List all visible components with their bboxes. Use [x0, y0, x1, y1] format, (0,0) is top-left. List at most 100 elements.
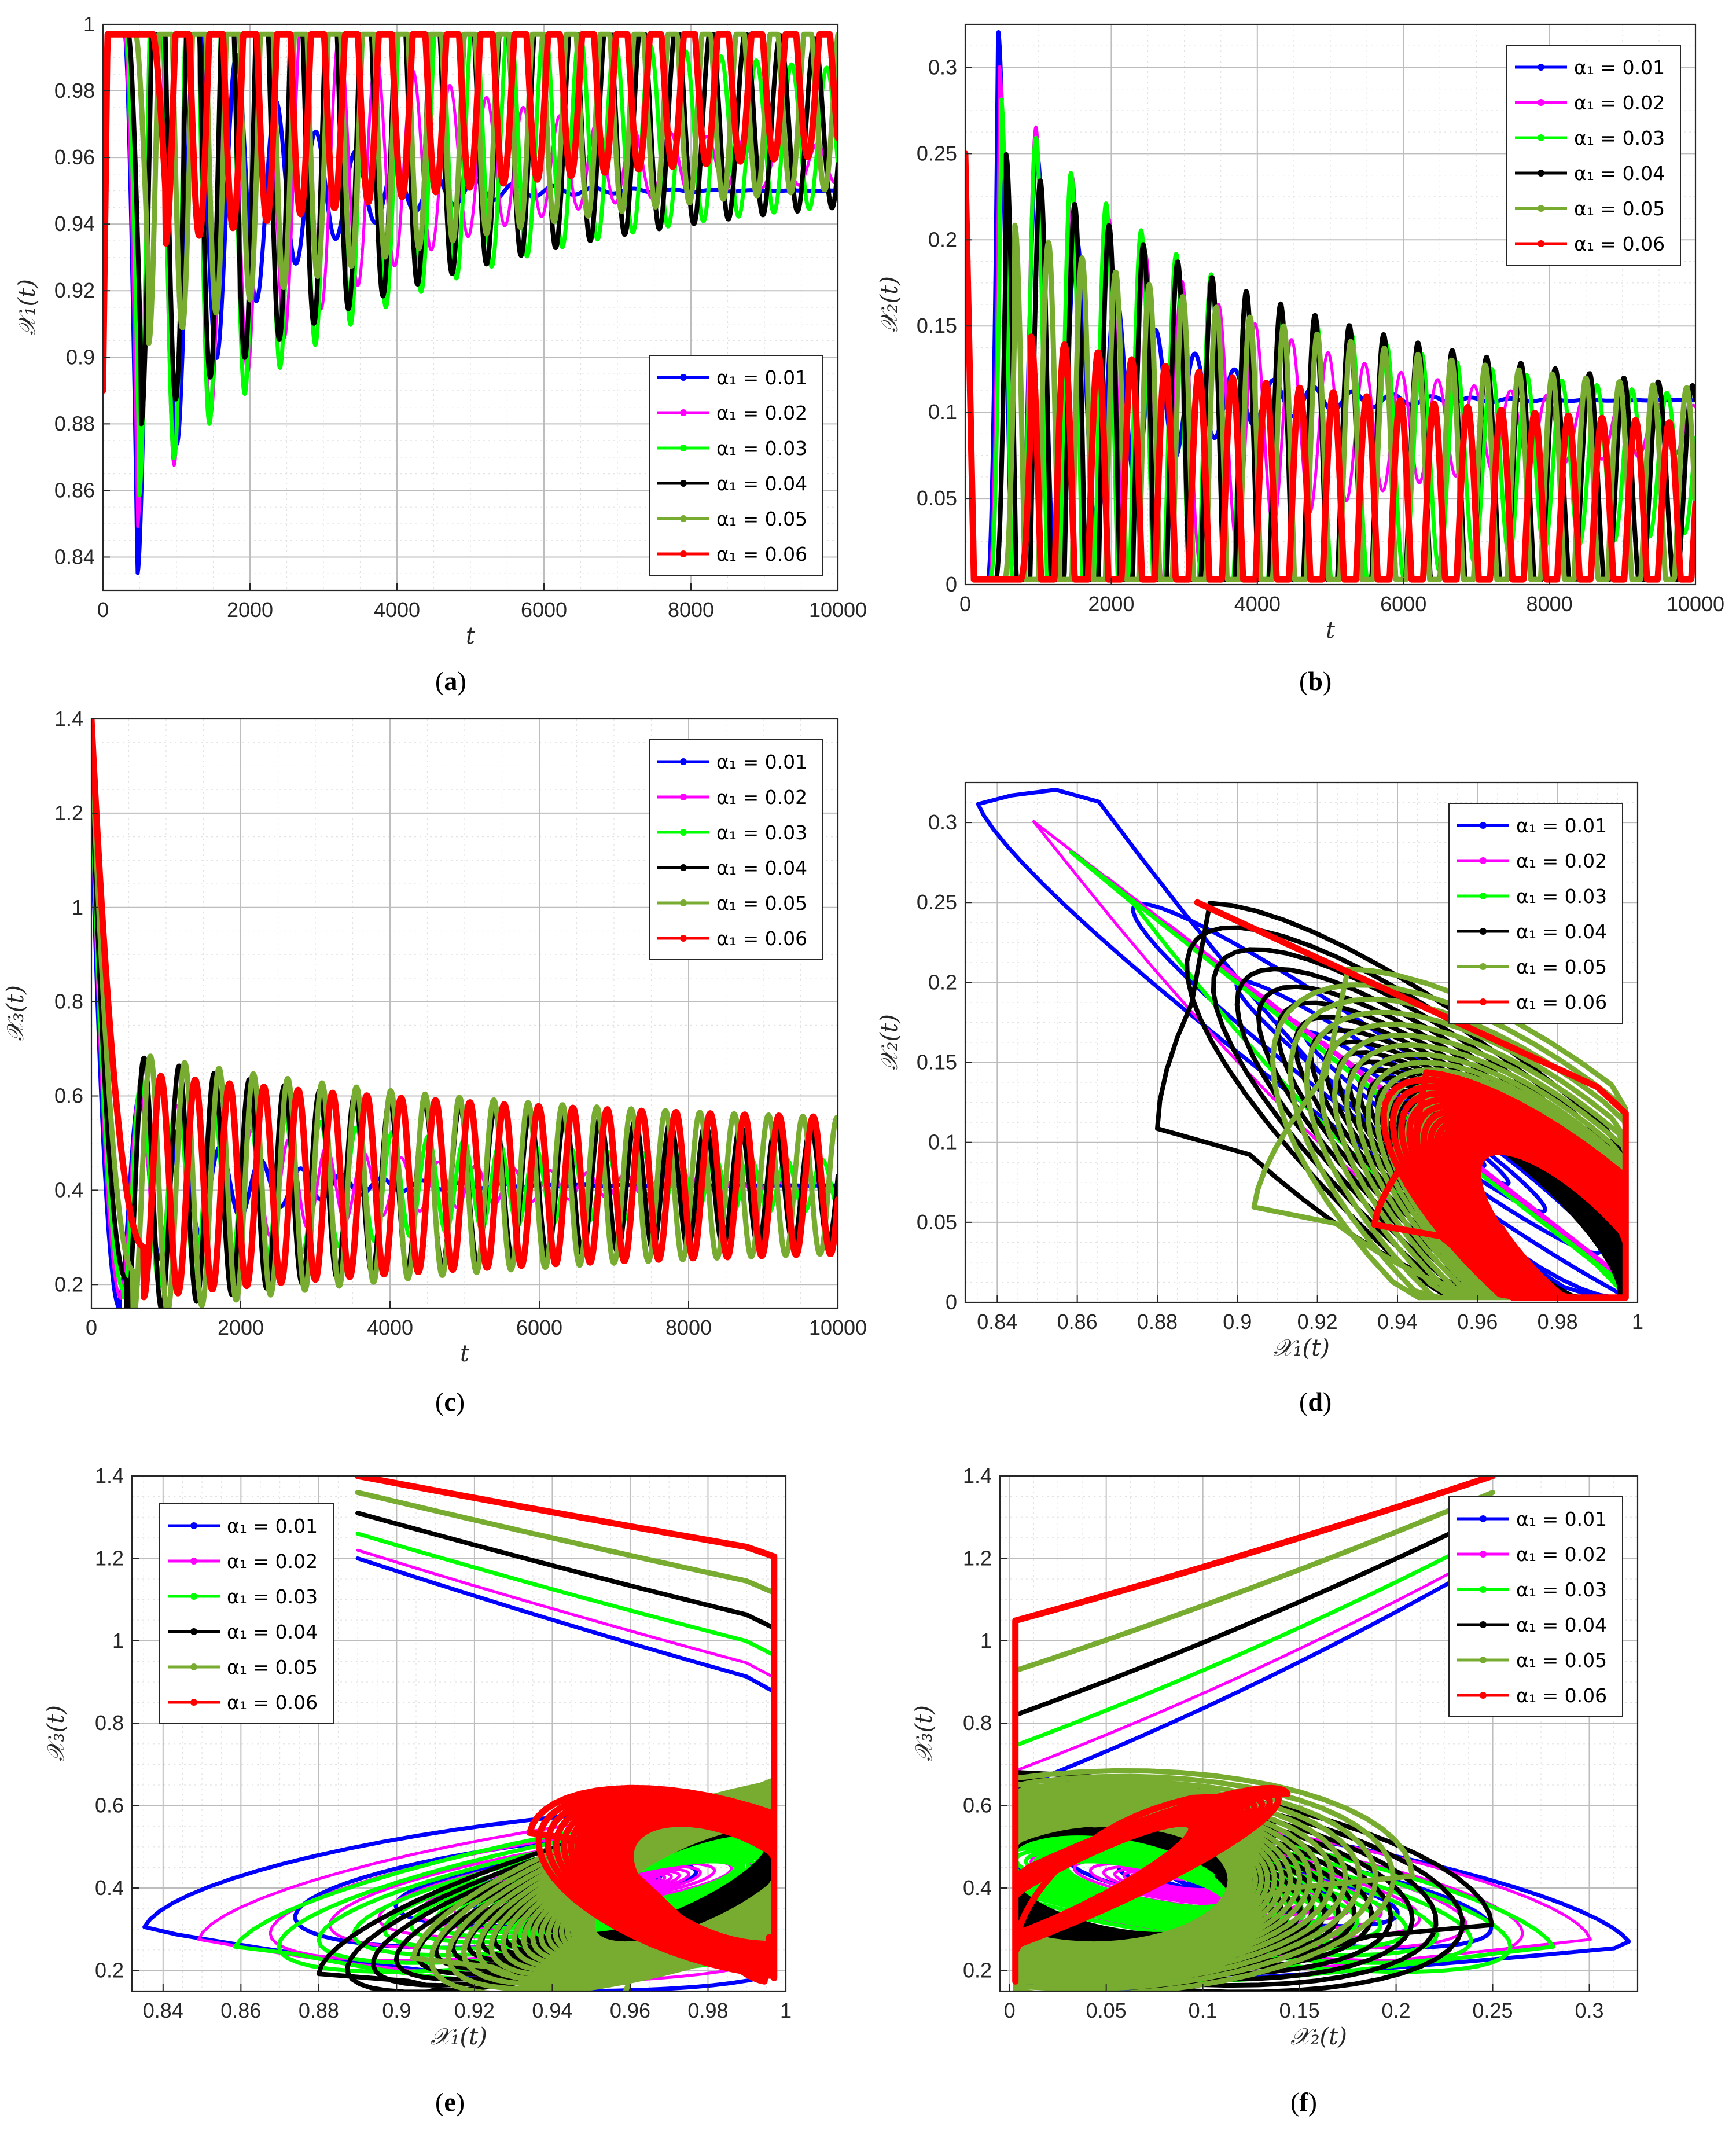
y-axis-label: 𝒳₃(t): [911, 1705, 937, 1762]
y-tick-label: 0.92: [54, 278, 95, 302]
x-tick-label: 10000: [809, 1316, 867, 1339]
legend-a: α₁ = 0.01 α₁ = 0.02 α₁ = 0.03 α₁ = 0.04 α₁ =…: [649, 355, 823, 576]
legend-label: α₁ = 0.05: [716, 508, 807, 530]
y-tick-label: 0.96: [54, 145, 95, 169]
x-tick-label: 0.86: [220, 1999, 261, 2022]
legend-label: α₁ = 0.03: [716, 437, 807, 460]
legend-label: α₁ = 0.01: [1516, 1508, 1607, 1530]
legend-marker: [680, 864, 687, 871]
series-group-d: [976, 788, 1629, 1301]
y-tick-label: 0.84: [54, 545, 95, 568]
x-tick-label: 0.84: [977, 1310, 1017, 1334]
x-tick-label: 0.98: [1538, 1310, 1578, 1334]
caption-b: (b): [1299, 666, 1332, 696]
y-tick-label: 1.2: [54, 801, 83, 825]
legend-marker: [680, 409, 687, 416]
series-group-c: [91, 719, 838, 1308]
x-tick-label: 0.1: [1189, 1999, 1218, 2022]
y-axis-label: 𝒳₃(t): [2, 985, 29, 1042]
x-tick-label: 0.25: [1473, 1999, 1513, 2022]
x-axis-label: 𝒳₁(t): [431, 2023, 487, 2050]
series-line-c-6: [91, 719, 838, 1301]
x-tick-label: 0.92: [1297, 1310, 1338, 1334]
legend-label: α₁ = 0.06: [716, 543, 807, 565]
x-tick-label: 0: [959, 592, 971, 616]
x-tick-label: 0.3: [1575, 1999, 1603, 2022]
legend-marker: [1480, 822, 1487, 829]
legend-marker: [190, 1522, 197, 1529]
y-tick-label: 0.25: [917, 141, 957, 165]
series-group-f: [1012, 1476, 1631, 1991]
series-line-a-6: [103, 31, 838, 394]
axes-frame-d: [964, 781, 1639, 1303]
x-tick-label: 0.98: [687, 1999, 728, 2022]
legend-d: α₁ = 0.01 α₁ = 0.02 α₁ = 0.03 α₁ = 0.04 α₁ =…: [1448, 803, 1623, 1024]
legend-marker: [1538, 134, 1544, 141]
legend-label: α₁ = 0.05: [1516, 956, 1607, 978]
y-tick-label: 0.15: [917, 1051, 957, 1074]
legend-label: α₁ = 0.05: [1574, 197, 1665, 220]
series-line-d-6: [1194, 899, 1629, 1301]
legend-box: [159, 1503, 334, 1724]
legend-marker: [1480, 1515, 1487, 1522]
y-tick-label: 0.2: [54, 1272, 83, 1296]
y-tick-label: 0.6: [95, 1794, 124, 1817]
x-axis-label: 𝒳₁(t): [1273, 1335, 1330, 1361]
legend-marker: [1480, 928, 1487, 935]
legend-label: α₁ = 0.04: [716, 857, 807, 879]
legend-marker: [1538, 64, 1544, 71]
axes-frame-b: [964, 23, 1697, 586]
x-tick-label: 6000: [1380, 592, 1426, 616]
legend-marker: [190, 1628, 197, 1635]
caption-a: (a): [435, 666, 466, 696]
legend-marker: [680, 550, 687, 557]
legend-box: [1506, 45, 1681, 266]
x-tick-label: 0.9: [382, 1999, 411, 2022]
legend-label: α₁ = 0.06: [1516, 1684, 1607, 1707]
x-tick-label: 1: [1632, 1310, 1643, 1334]
legend-label: α₁ = 0.04: [1516, 920, 1607, 943]
x-tick-label: 0.94: [532, 1999, 572, 2022]
legend-marker: [1538, 170, 1544, 177]
x-tick-label: 0.94: [1377, 1310, 1418, 1334]
legend-marker: [680, 794, 687, 800]
legend-box: [1448, 803, 1623, 1024]
y-tick-label: 0.4: [95, 1876, 124, 1900]
series-group-b: [965, 30, 1695, 583]
caption-c: (c): [435, 1387, 465, 1416]
caption-f: (f): [1290, 2087, 1317, 2117]
x-axis-label: t: [1326, 617, 1336, 644]
legend-label: α₁ = 0.02: [1516, 850, 1607, 872]
legend-box: [649, 355, 823, 576]
x-tick-label: 0.86: [1057, 1310, 1098, 1334]
legend-marker: [1480, 1586, 1487, 1593]
legend-marker: [1538, 205, 1544, 212]
y-tick-label: 0.86: [54, 478, 95, 502]
x-tick-label: 0.96: [1457, 1310, 1498, 1334]
y-tick-label: 0.98: [54, 79, 95, 102]
axes-frame-a: [102, 23, 839, 592]
y-tick-label: 0.9: [66, 345, 95, 369]
legend-marker: [1480, 1551, 1487, 1558]
x-tick-label: 2000: [218, 1316, 264, 1339]
y-tick-label: 0.94: [54, 212, 95, 236]
y-tick-label: 0: [946, 572, 957, 596]
y-tick-label: 0.8: [54, 990, 83, 1013]
legend-label: α₁ = 0.02: [1516, 1543, 1607, 1566]
legend-marker: [190, 1558, 197, 1565]
y-tick-label: 0.05: [917, 1210, 957, 1234]
y-tick-label: 1.2: [95, 1546, 124, 1570]
x-tick-label: 0: [1004, 1999, 1016, 2022]
legend-label: α₁ = 0.04: [227, 1621, 318, 1643]
x-tick-label: 10000: [809, 598, 867, 622]
series-line-b-5: [965, 150, 1695, 582]
x-tick-label: 8000: [668, 598, 714, 622]
legend-label: α₁ = 0.03: [1574, 127, 1665, 149]
legend-label: α₁ = 0.05: [716, 892, 807, 915]
y-tick-label: 0.8: [963, 1711, 992, 1735]
legend-marker: [1480, 998, 1487, 1005]
